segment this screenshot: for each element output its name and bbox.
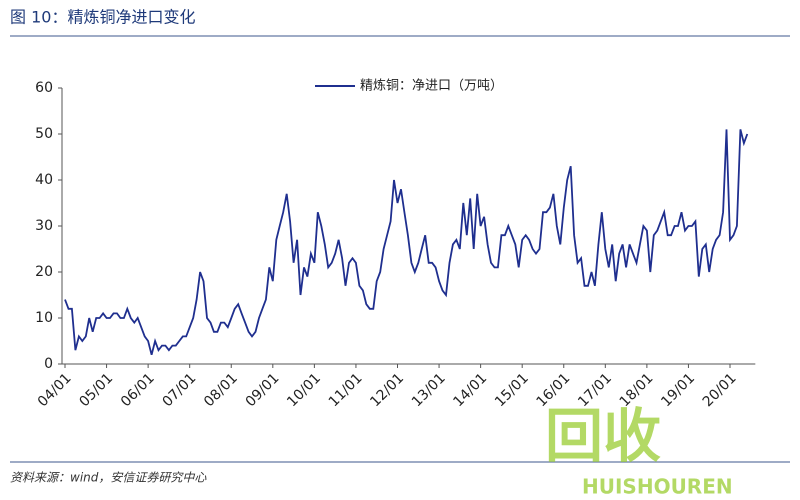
y-tick-label: 0 bbox=[44, 356, 53, 372]
x-tick-label: 09/01 bbox=[243, 370, 283, 410]
source: 资料来源：wind，安信证券研究中心 bbox=[10, 471, 207, 485]
x-tick-label: 20/01 bbox=[700, 370, 740, 410]
x-tick-label: 15/01 bbox=[492, 370, 532, 410]
x-tick-label: 12/01 bbox=[367, 370, 407, 410]
y-tick-label: 10 bbox=[35, 310, 53, 326]
x-tick-label: 07/01 bbox=[159, 370, 199, 410]
x-tick-label: 05/01 bbox=[76, 370, 116, 410]
y-tick-label: 40 bbox=[35, 172, 53, 188]
legend-label: 精炼铜：净进口（万吨） bbox=[360, 79, 503, 94]
series-line bbox=[64, 129, 749, 356]
y-tick-label: 30 bbox=[35, 218, 53, 234]
x-tick-label: 08/01 bbox=[201, 370, 241, 410]
watermark: 回收 bbox=[545, 402, 661, 470]
y-tick-label: 20 bbox=[35, 264, 53, 280]
x-tick-label: 06/01 bbox=[118, 370, 158, 410]
y-tick-label: 50 bbox=[35, 126, 53, 142]
x-tick-label: 19/01 bbox=[658, 370, 698, 410]
x-tick-label: 14/01 bbox=[450, 370, 490, 410]
x-tick-label: 04/01 bbox=[35, 370, 75, 410]
chart-title: 图 10：精炼铜净进口变化 bbox=[10, 8, 195, 27]
x-tick-label: 11/01 bbox=[326, 370, 366, 410]
x-tick-label: 13/01 bbox=[409, 370, 449, 410]
y-tick-label: 60 bbox=[35, 80, 53, 96]
x-tick-label: 10/01 bbox=[284, 370, 324, 410]
watermark-sub: HUISHOUREN bbox=[582, 475, 733, 499]
